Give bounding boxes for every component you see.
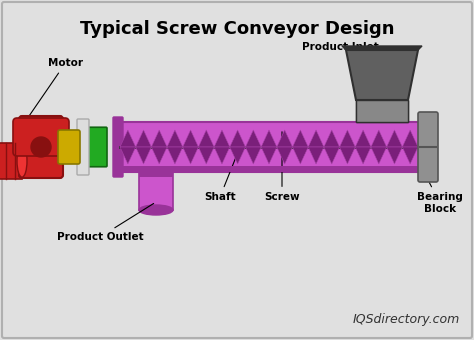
Polygon shape [339, 147, 356, 164]
FancyBboxPatch shape [58, 130, 80, 164]
Bar [118, 122, 420, 172]
Polygon shape [356, 147, 371, 164]
Polygon shape [120, 147, 136, 164]
Bar [139, 172, 173, 177]
FancyBboxPatch shape [418, 112, 438, 182]
FancyBboxPatch shape [113, 117, 123, 177]
Text: Product Inlet: Product Inlet [301, 42, 382, 52]
Polygon shape [118, 122, 420, 128]
Text: Bearing
Block: Bearing Block [417, 183, 463, 214]
Polygon shape [183, 147, 199, 164]
Polygon shape [342, 46, 422, 50]
Bar [139, 172, 173, 210]
Text: Motor: Motor [28, 58, 83, 117]
Polygon shape [230, 130, 246, 147]
FancyBboxPatch shape [2, 2, 472, 338]
Polygon shape [356, 100, 408, 122]
Polygon shape [214, 130, 230, 147]
Polygon shape [183, 130, 199, 147]
Polygon shape [199, 147, 214, 164]
Polygon shape [324, 130, 339, 147]
Polygon shape [136, 147, 151, 164]
Polygon shape [120, 130, 136, 147]
Polygon shape [214, 147, 230, 164]
Text: Typical Screw Conveyor Design: Typical Screw Conveyor Design [80, 20, 394, 38]
Polygon shape [387, 130, 402, 147]
Bar [0, 143, 22, 179]
Polygon shape [308, 130, 324, 147]
Text: Screw: Screw [264, 132, 300, 202]
Text: IQSdirectory.com: IQSdirectory.com [353, 313, 460, 326]
Polygon shape [292, 147, 308, 164]
Polygon shape [402, 147, 418, 164]
Polygon shape [151, 147, 167, 164]
Polygon shape [324, 147, 339, 164]
Polygon shape [167, 147, 183, 164]
Polygon shape [277, 147, 292, 164]
Polygon shape [167, 130, 183, 147]
Polygon shape [371, 130, 387, 147]
FancyBboxPatch shape [77, 119, 89, 175]
Polygon shape [246, 130, 261, 147]
Bar [118, 166, 420, 172]
Polygon shape [199, 130, 214, 147]
Polygon shape [387, 147, 402, 164]
FancyBboxPatch shape [13, 118, 69, 156]
Polygon shape [402, 130, 418, 147]
Text: Shaft: Shaft [204, 150, 239, 202]
Polygon shape [136, 130, 151, 147]
FancyBboxPatch shape [87, 127, 107, 167]
Polygon shape [356, 100, 408, 122]
Polygon shape [230, 147, 246, 164]
Polygon shape [339, 130, 356, 147]
Text: Product Outlet: Product Outlet [57, 203, 154, 242]
Polygon shape [151, 130, 167, 147]
Polygon shape [346, 50, 418, 100]
Ellipse shape [139, 205, 173, 215]
Ellipse shape [31, 137, 51, 157]
Polygon shape [246, 147, 261, 164]
Polygon shape [277, 130, 292, 147]
Polygon shape [261, 130, 277, 147]
Polygon shape [356, 130, 371, 147]
Polygon shape [308, 147, 324, 164]
Polygon shape [292, 130, 308, 147]
Polygon shape [261, 147, 277, 164]
Polygon shape [371, 147, 387, 164]
FancyBboxPatch shape [19, 116, 63, 178]
Ellipse shape [17, 145, 27, 177]
